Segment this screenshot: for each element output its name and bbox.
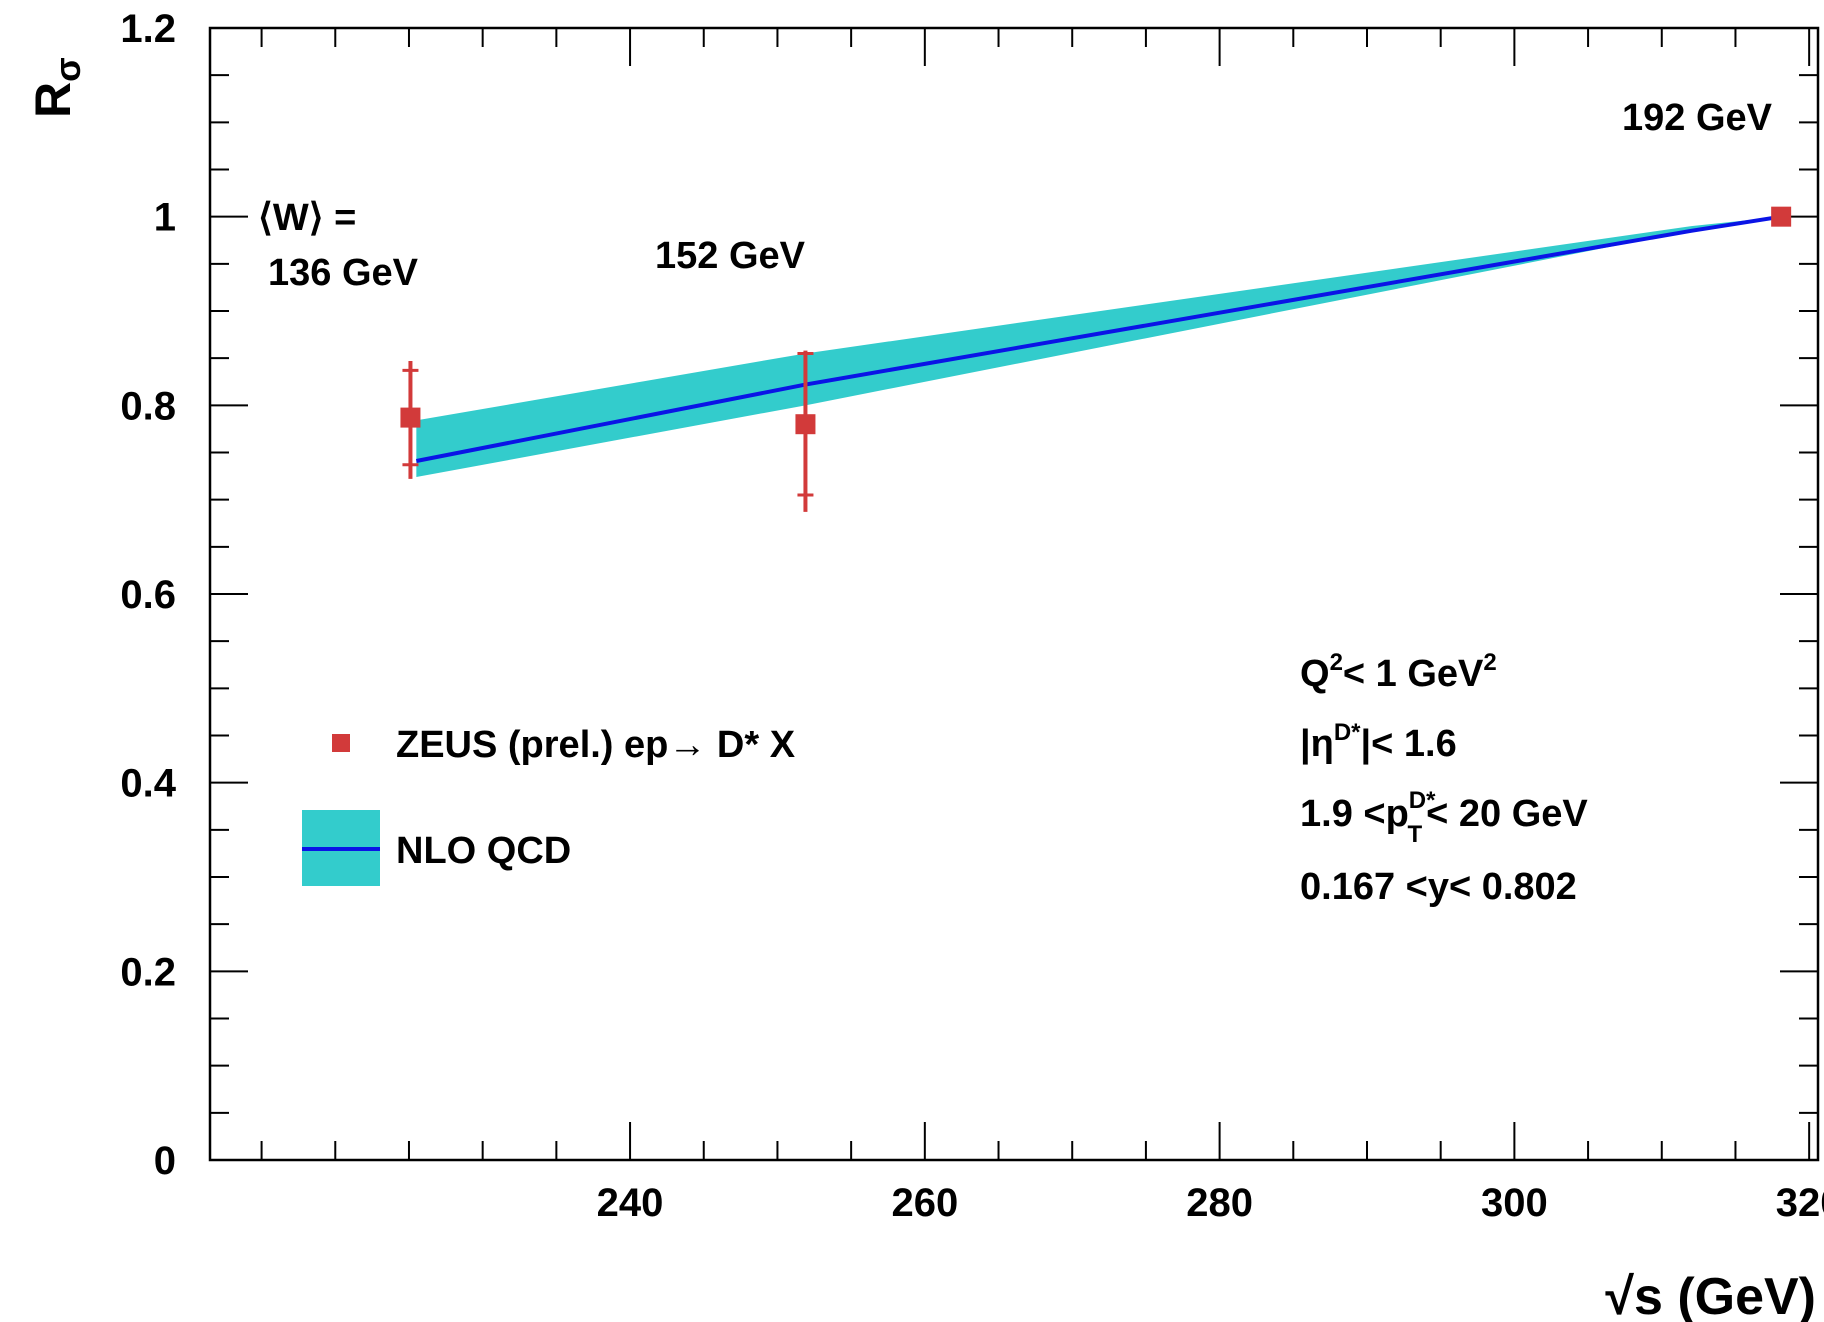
y-tick-label: 0.8 xyxy=(120,384,176,428)
legend-marker-zeus xyxy=(332,734,350,752)
axis-ticks xyxy=(210,27,1818,1161)
x-tick-label: 240 xyxy=(597,1181,664,1225)
y-axis-title-subscript: σ xyxy=(47,57,88,82)
nlo-qcd-band xyxy=(416,216,1782,478)
y-tick-label: 1.2 xyxy=(120,7,176,51)
cut-q2: Q2< 1 GeV2 xyxy=(1300,649,1497,695)
cuts-block: Q2< 1 GeV2 |ηD*|< 1.6 1.9 <pD* T < 20 GeV … xyxy=(1300,649,1588,908)
legend-label-zeus: ZEUS (prel.) ep→ D* X xyxy=(396,724,796,766)
nlo-qcd-line xyxy=(415,214,1782,463)
cut-y: 0.167 <y< 0.802 xyxy=(1300,866,1577,908)
w-mean-label: ⟨W⟩ = xyxy=(258,197,356,239)
y-tick-label: 0.2 xyxy=(120,950,176,994)
cut-eta: |ηD*|< 1.6 xyxy=(1300,719,1457,765)
y-tick-label: 0 xyxy=(154,1139,176,1183)
legend-label-nlo: NLO QCD xyxy=(396,830,571,872)
plot-frame xyxy=(208,26,1820,1162)
x-tick-label: 260 xyxy=(891,1181,958,1225)
energy-label-152: 152 GeV xyxy=(655,235,806,277)
plot-marks xyxy=(400,206,1792,512)
x-tick-label: 320 xyxy=(1776,1181,1824,1225)
zeus-data-point xyxy=(400,407,421,428)
x-tick-label: 280 xyxy=(1186,1181,1253,1225)
y-tick-label: 0.6 xyxy=(120,573,176,617)
y-axis-title: Rσ xyxy=(25,57,88,118)
y-tick-label: 0.4 xyxy=(120,762,176,806)
cut-pt: 1.9 <pD* T < 20 GeV xyxy=(1300,787,1588,848)
zeus-data-point xyxy=(1771,206,1792,227)
x-tick-label: 300 xyxy=(1481,1181,1548,1225)
zeus-data-point xyxy=(795,414,816,435)
y-tick-label: 1 xyxy=(154,196,176,240)
energy-label-192: 192 GeV xyxy=(1622,97,1773,139)
y-tick-labels: 0 0.2 0.4 0.6 0.8 1 1.2 xyxy=(120,7,176,1183)
legend: ZEUS (prel.) ep→ D* X NLO QCD xyxy=(302,724,796,886)
x-tick-labels: 240 260 280 300 320 xyxy=(597,1181,1824,1225)
x-axis-title: √s (GeV) xyxy=(1605,1268,1816,1322)
energy-label-136: 136 GeV xyxy=(268,252,419,294)
